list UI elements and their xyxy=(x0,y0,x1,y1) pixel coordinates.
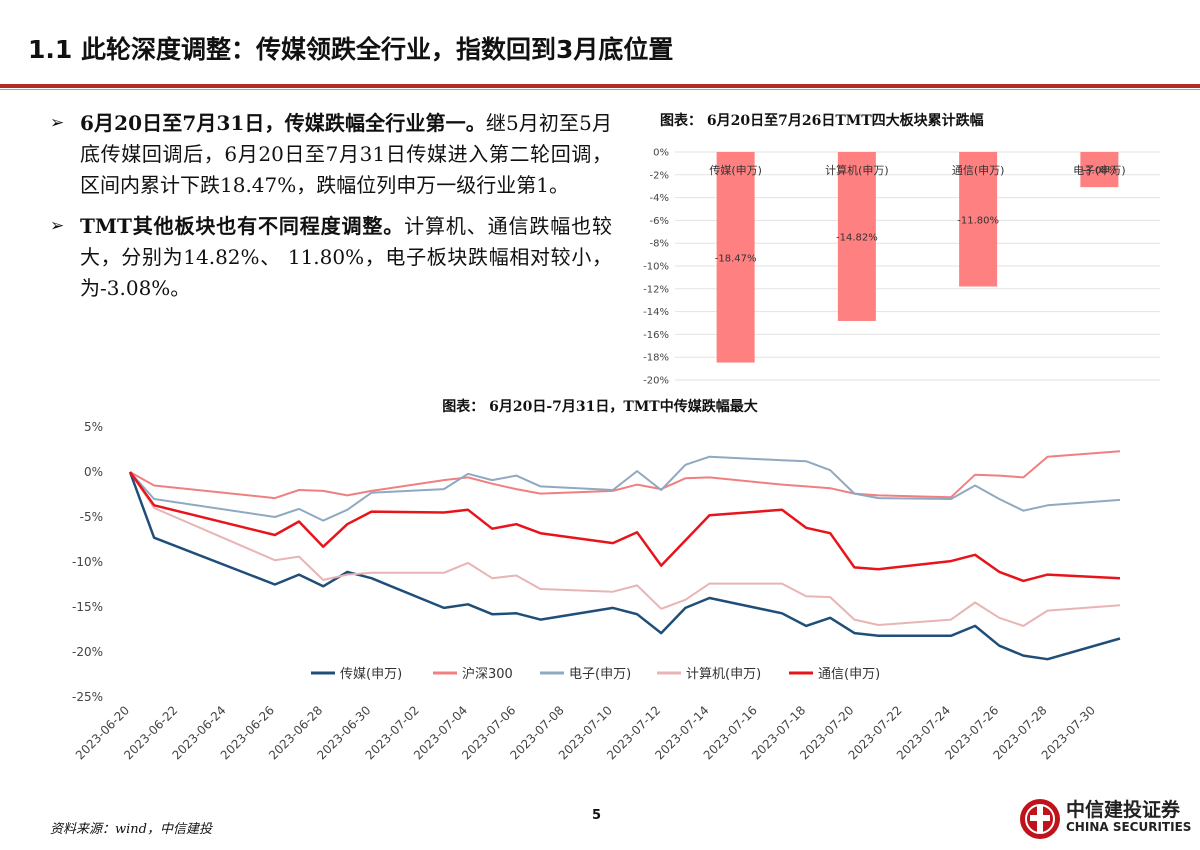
bar-value-label: -14.82% xyxy=(836,232,878,243)
legend-label: 电子(申万) xyxy=(569,667,631,682)
y-tick-label: -20% xyxy=(72,645,103,659)
y-tick-label: -10% xyxy=(72,555,103,569)
bar xyxy=(837,152,876,321)
legend-label: 通信(申万) xyxy=(818,667,880,682)
series-line xyxy=(129,471,1121,627)
y-tick-label: -15% xyxy=(72,600,103,614)
bullet-body: 继5月初至5月底传媒回调后，6月20日至7月31日传媒进入第二轮回调，区间内累计… xyxy=(80,111,612,197)
page-number: 5 xyxy=(592,808,602,823)
bar xyxy=(1080,152,1119,188)
bar-chart: 0% -2% -4% -6% -8% -10% -12% -14% -16% -18% -20% 传媒… xyxy=(643,148,1160,387)
series-line xyxy=(129,450,1121,500)
series-line xyxy=(128,471,1121,661)
y-tick-label: 5% xyxy=(84,420,103,434)
line-chart-title: 图表： 6月20日-7月31日，TMT中传媒跌幅最大 xyxy=(442,399,758,415)
y-tick-label: 0% xyxy=(653,148,669,159)
x-category-label: 通信(申万) xyxy=(952,164,1005,177)
y-tick-label: -14% xyxy=(643,307,669,318)
bullet-list: ➢ 6月20日至7月31日，传媒跌幅全行业第一。继5月初至5月底传媒回调后，6月… xyxy=(50,108,612,314)
y-tick-label: -6% xyxy=(650,216,669,227)
bar-value-label: -18.47% xyxy=(715,253,757,264)
y-tick-label: -4% xyxy=(650,193,669,204)
bullet-arrow-icon: ➢ xyxy=(50,216,65,236)
y-tick-label: -2% xyxy=(650,170,669,181)
line-chart: 5%0%-5%-10%-15%-20%-25%2023-06-202023-06… xyxy=(72,420,1121,762)
title-divider-thin xyxy=(0,89,1200,90)
logo-text-en: CHINA SECURITIES xyxy=(1066,820,1192,834)
bullet-item: ➢ TMT其他板块也有不同程度调整。计算机、通信跌幅也较大，分别为14.82%、… xyxy=(50,211,612,304)
title-divider xyxy=(0,84,1200,88)
company-logo-icon xyxy=(1020,799,1060,839)
y-tick-label: 0% xyxy=(84,465,103,479)
y-tick-label: -16% xyxy=(643,330,669,341)
bullet-arrow-icon: ➢ xyxy=(50,113,65,133)
bullet-lead: 6月20日至7月31日，传媒跌幅全行业第一。 xyxy=(80,111,486,135)
y-tick-label: -20% xyxy=(643,376,669,387)
bar-chart-title: 图表： 6月20日至7月26日TMT四大板块累计跌幅 xyxy=(660,113,984,129)
bar-value-label: -11.80% xyxy=(957,215,999,226)
legend-label: 沪深300 xyxy=(462,666,513,682)
x-category-label: 传媒(申万) xyxy=(709,164,762,177)
y-tick-label: -10% xyxy=(643,262,669,273)
bar xyxy=(959,152,998,287)
x-category-label: 电子(申万) xyxy=(1073,164,1126,177)
series-line xyxy=(128,471,1121,583)
y-tick-label: -8% xyxy=(650,239,669,250)
y-tick-label: -12% xyxy=(643,284,669,295)
page-title: 1.1 此轮深度调整：传媒领跌全行业，指数回到3月底位置 xyxy=(28,35,674,64)
bullet-item: ➢ 6月20日至7月31日，传媒跌幅全行业第一。继5月初至5月底传媒回调后，6月… xyxy=(50,108,612,201)
source-note: 资料来源：wind，中信建投 xyxy=(50,822,212,837)
y-tick-label: -5% xyxy=(80,510,103,524)
bullet-body: 计算机、通信跌幅也较大，分别为14.82%、 11.80%，电子板块跌幅相对较小… xyxy=(80,214,613,300)
bullet-lead: TMT其他板块也有不同程度调整。 xyxy=(80,214,405,238)
y-tick-label: -18% xyxy=(643,353,669,364)
legend-label: 计算机(申万) xyxy=(686,667,761,682)
bar xyxy=(716,152,755,363)
series-line xyxy=(129,455,1121,522)
legend-label: 传媒(申万) xyxy=(340,667,402,682)
company-logo: 中信建投证券 CHINA SECURITIES xyxy=(1018,795,1192,843)
y-tick-label: -25% xyxy=(72,690,103,704)
logo-text-cn: 中信建投证券 xyxy=(1066,799,1181,821)
bar-value-label: -3.08% xyxy=(1082,166,1117,177)
x-category-label: 计算机(申万) xyxy=(825,163,889,177)
